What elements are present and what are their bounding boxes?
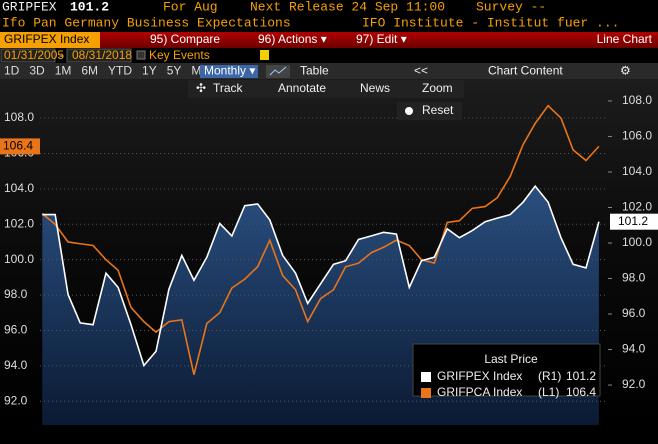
view-type: Line Chart xyxy=(597,32,653,46)
legend-value: 101.2 xyxy=(566,369,596,383)
menu-edit[interactable]: 97) Edit ▾ xyxy=(356,32,407,46)
legend-axis: (R1) xyxy=(538,369,561,383)
y-tick-label: 98.0 xyxy=(4,287,28,301)
y2-tick-label: 108.0 xyxy=(622,93,652,107)
period-button[interactable]: 3D xyxy=(29,64,45,78)
y-tick-label: 102.0 xyxy=(4,216,34,230)
y2-tick-label: 94.0 xyxy=(622,342,646,356)
y-tick-label: 92.0 xyxy=(4,393,28,407)
legend-title: Last Price xyxy=(484,352,538,366)
chart-icon-glyph xyxy=(269,66,287,76)
security: GRIFPEX Index xyxy=(4,32,89,46)
period-button[interactable]: YTD xyxy=(108,64,132,78)
legend-axis: (L1) xyxy=(538,385,559,399)
period-bar xyxy=(0,63,658,79)
last-price: 101.2 xyxy=(70,0,109,14)
y2-tick-label: 102.0 xyxy=(622,200,652,214)
range-separator: - xyxy=(59,48,63,62)
source: IFO Institute - Institut fuer ... xyxy=(362,15,619,30)
collapse-button[interactable]: << xyxy=(414,64,428,78)
periods: 1D3D1M6MYTD1Y5YMax xyxy=(4,64,214,78)
survey: Survey -- xyxy=(476,0,546,14)
tool-track[interactable]: Track xyxy=(213,81,244,95)
tool-news[interactable]: News xyxy=(360,81,390,95)
last-value-tag xyxy=(0,138,40,155)
last-value-label: 106.4 xyxy=(3,139,33,153)
legend-name: GRIFPEX Index xyxy=(437,369,522,383)
period-button[interactable]: 1Y xyxy=(142,64,157,78)
y-tick-label: 96.0 xyxy=(4,323,28,337)
start-date-box[interactable] xyxy=(0,48,56,63)
y2-tick-label: 104.0 xyxy=(622,164,652,178)
end-date-box[interactable] xyxy=(66,48,132,63)
tool-annotate[interactable]: Annotate xyxy=(278,81,326,95)
legend-swatch xyxy=(421,388,431,398)
y-tick-label: 94.0 xyxy=(4,358,28,372)
for-month: For Aug xyxy=(163,0,218,14)
legend-value: 106.4 xyxy=(566,385,596,399)
start-date: 01/31/2005 xyxy=(4,48,64,62)
y-tick-label: 104.0 xyxy=(4,181,34,195)
reset[interactable]: Reset xyxy=(422,103,454,117)
period-button[interactable]: 6M xyxy=(81,64,98,78)
tool-icon: ✣ xyxy=(196,81,206,95)
period-button[interactable]: 1D xyxy=(4,64,20,78)
chart-icon[interactable] xyxy=(266,65,290,78)
key-events-icon xyxy=(260,50,269,60)
series-line xyxy=(41,104,600,375)
frequency: Monthly ▾ xyxy=(204,64,255,78)
table-button[interactable]: Table xyxy=(300,64,329,78)
period-button[interactable]: 1M xyxy=(55,64,72,78)
chart-content[interactable]: Chart Content xyxy=(488,64,563,78)
menu-actions[interactable]: 96) Actions ▾ xyxy=(258,32,327,46)
y2-tick-label: 100.0 xyxy=(622,235,652,249)
end-date: 08/31/2018 xyxy=(72,48,132,62)
plot: 92.0 94.0 96.0 98.0 100.0 102.0 104.0 106.0 108.… xyxy=(0,93,658,444)
settings-gear[interactable]: ⚙ xyxy=(620,64,631,78)
x-axis-band xyxy=(0,425,658,444)
tool-bar xyxy=(188,80,464,98)
frequency-box[interactable] xyxy=(200,65,258,78)
reset-radio xyxy=(405,107,413,115)
ticker: GRIPFEX xyxy=(2,0,57,14)
period-button[interactable]: 5Y xyxy=(167,64,182,78)
y2-tick-label: 92.0 xyxy=(622,377,646,391)
last-value-tag xyxy=(610,213,658,230)
legend-swatch xyxy=(421,372,431,382)
y-tick-label: 100.0 xyxy=(4,252,34,266)
key-events-checkbox[interactable] xyxy=(136,50,146,60)
next-release: Next Release 24 Sep 11:00 xyxy=(250,0,445,14)
last-value-label: 101.2 xyxy=(618,214,648,228)
legend-box xyxy=(412,343,601,397)
y2-tick-label: 106.0 xyxy=(622,129,652,143)
tool-zoom[interactable]: Zoom xyxy=(422,81,453,95)
toolbar xyxy=(0,32,658,48)
y-tick-label: 108.0 xyxy=(4,110,34,124)
security-box[interactable] xyxy=(0,32,100,48)
key-events: Key Events xyxy=(149,48,210,62)
y2-tick-label: 96.0 xyxy=(622,306,646,320)
y2-tick-label: 98.0 xyxy=(622,271,646,285)
reset-box[interactable] xyxy=(397,102,462,120)
description: Ifo Pan Germany Business Expectations xyxy=(2,15,291,30)
menu-compare[interactable]: 95) Compare xyxy=(150,32,220,46)
series-line xyxy=(42,184,600,368)
legend-name: GRIFPCA Index xyxy=(437,385,522,399)
